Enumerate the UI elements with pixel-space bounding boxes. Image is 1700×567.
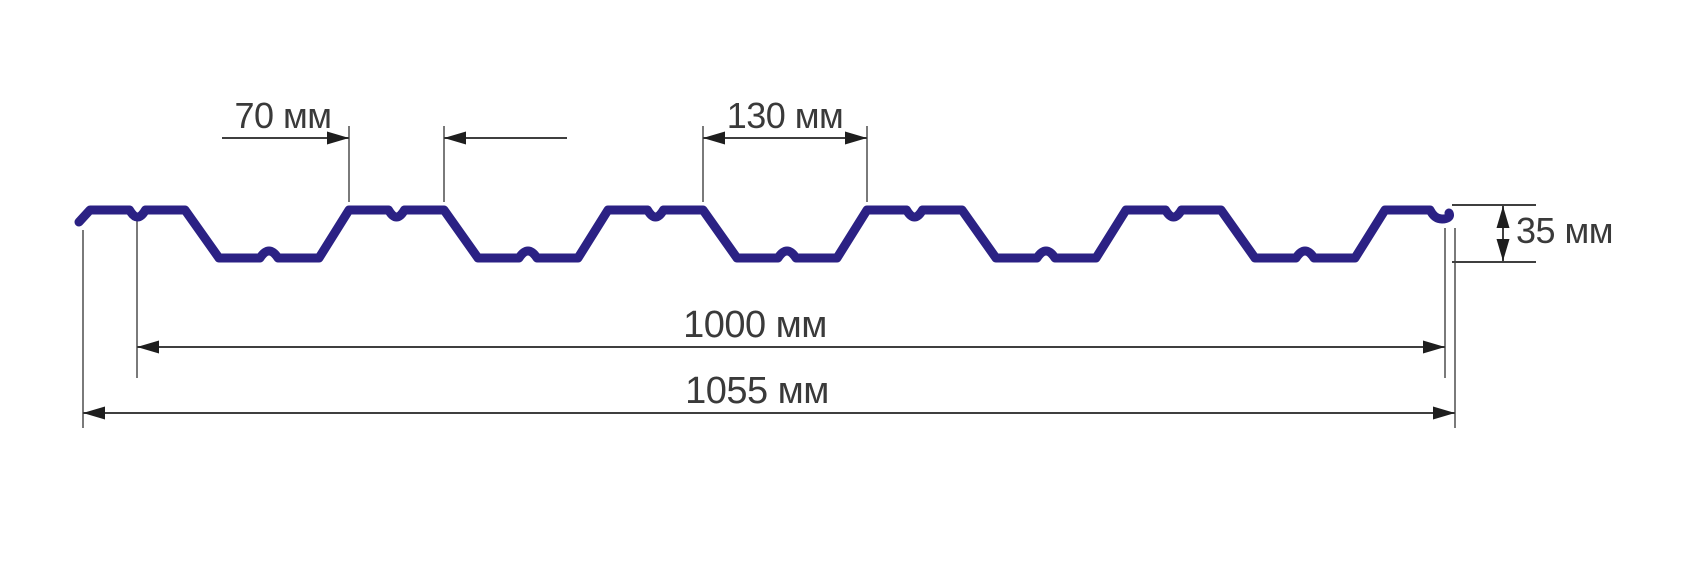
arrowhead-crest-gap-right: [845, 131, 867, 145]
label-useful-width: 1000 мм: [683, 304, 827, 346]
label-crest-width: 70 мм: [234, 95, 331, 136]
arrowhead-useful-right: [1423, 340, 1445, 354]
label-crest-gap: 130 мм: [727, 95, 844, 136]
arrowhead-useful-left: [137, 340, 159, 354]
arrowhead-crest-width-left: [327, 131, 349, 145]
arrowhead-overall-left: [83, 406, 105, 420]
arrowhead-crest-width-right: [444, 131, 466, 145]
arrowhead-height-bottom: [1496, 239, 1510, 261]
label-profile-height: 35 мм: [1516, 210, 1613, 251]
arrowhead-crest-gap-left: [703, 131, 725, 145]
arrowhead-overall-right: [1433, 406, 1455, 420]
label-overall-width: 1055 мм: [685, 370, 829, 412]
profile-outline: [74, 205, 1454, 263]
arrowhead-height-top: [1496, 206, 1510, 228]
dimension-lines-and-profile: [74, 126, 1536, 428]
